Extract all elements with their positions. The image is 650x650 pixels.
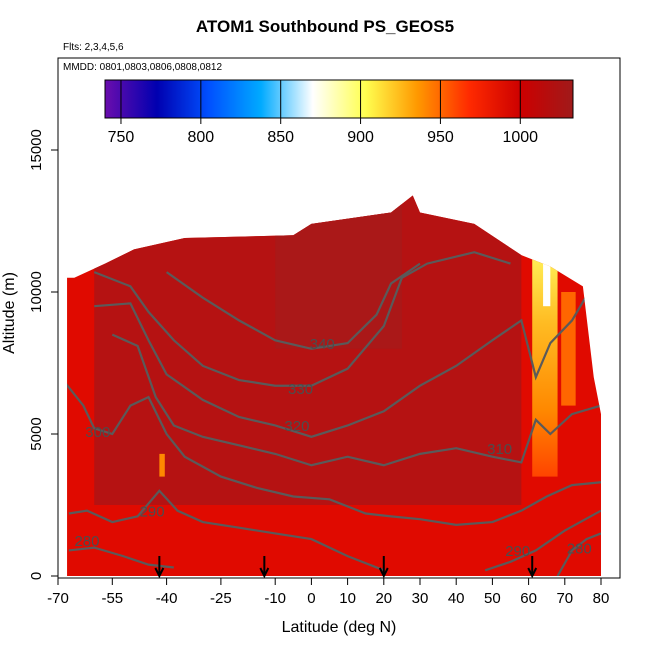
x-tick-label: 60 [520,590,537,607]
dates-note: MMDD: 0801,0803,0806,0808,0812 [63,62,223,73]
flights-note: Flts: 2,3,4,5,6 [63,42,124,53]
flight-marker-head [259,567,270,579]
x-tick-label: 40 [448,590,465,607]
contour-280 [556,532,602,576]
contour-label-340: 340 [310,336,335,353]
x-tick-label: 50 [484,590,501,607]
contour-lines [67,251,602,576]
colorbar-tick-label: 900 [347,129,374,146]
x-tick-label: 30 [412,590,429,607]
x-tick-label: -40 [156,590,178,607]
colorbar-tick-label: 950 [427,129,454,146]
contour-290 [68,489,385,572]
chart-title: ATOM1 Southbound PS_GEOS5 [195,17,455,36]
x-tick-label: 70 [556,590,573,607]
y-tick-label: 15000 [28,129,45,171]
colorbar-tick-label: 750 [108,129,135,146]
contour-label-310: 310 [487,441,512,458]
x-tick-label: -25 [210,590,232,607]
flight-marker-head [527,567,538,579]
y-tick-label: 5000 [28,417,45,450]
x-tick-label: -10 [264,590,286,607]
contour-label-290: 290 [140,503,165,520]
contour-labels: 280 280 290 290 300 310 320 330 340 [74,336,591,560]
y-tick-label: 10000 [28,271,45,313]
contour-290 [484,509,602,572]
orange-patch [159,453,165,477]
x-tick-label: 80 [593,590,610,607]
x-tick-label: -70 [47,590,69,607]
colorbar-tick-label: 850 [267,129,294,146]
flight-markers [154,556,538,579]
x-axis: -70 -55 -40 -25 -10 0 10 20 30 40 50 60 70 80 [47,577,620,607]
contour-label-280: 280 [567,540,592,557]
contour-label-300: 300 [85,424,110,441]
contour-300 [67,382,602,526]
y-axis: 0 5000 10000 15000 [28,129,58,580]
colorbar [104,79,574,119]
colorbar-tick-label: 800 [187,129,214,146]
x-tick-label: 10 [339,590,356,607]
y-axis-label: Altitude (m) [1,272,18,354]
contour-320 [94,282,595,438]
contour-label-280: 280 [74,533,99,550]
x-tick-label: -55 [101,590,123,607]
x-tick-label: 0 [307,590,315,607]
contour-340 [165,262,421,350]
contour-label-290: 290 [505,543,530,560]
contour-label-320: 320 [284,418,309,435]
x-tick-label: 20 [375,590,392,607]
y-tick-label: 0 [28,572,45,580]
flight-marker-head [154,567,165,579]
high-lat-orange-column [561,292,576,406]
high-lat-white-column [543,252,551,307]
contour-310 [111,333,602,467]
contour-280 [68,546,174,569]
contour-label-330: 330 [288,381,313,398]
x-axis-label: Latitude (deg N) [282,619,397,636]
colorbar-tick-label: 1000 [502,129,538,146]
colorbar-ticks: 750 800 850 900 950 1000 [108,80,538,146]
contour-330 [93,251,511,387]
heatmap-field [67,195,602,576]
flight-marker-head [378,567,389,579]
